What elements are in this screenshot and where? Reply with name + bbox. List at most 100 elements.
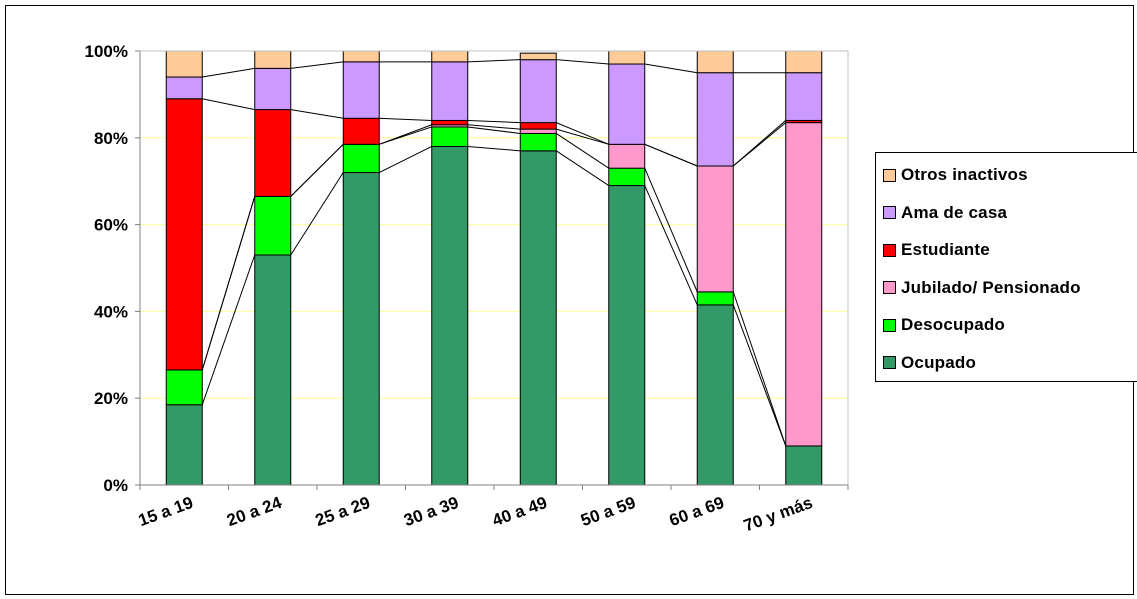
bar-segment [165, 76, 203, 100]
legend-item: Ama de casa [876, 203, 1007, 223]
bar-segment [696, 304, 734, 486]
bar-segment [342, 50, 380, 63]
x-tick-label: 20 a 24 [224, 493, 284, 530]
legend-item: Jubilado/ Pensionado [876, 278, 1081, 298]
bar-segment [785, 72, 823, 121]
series-line [379, 146, 432, 173]
bar-segment [431, 119, 469, 126]
bar-segment [165, 50, 203, 78]
series-line [379, 124, 432, 145]
bar-segment [431, 145, 469, 486]
bar-segment [254, 67, 292, 111]
legend-label: Otros inactivos [901, 165, 1028, 184]
series-line [202, 98, 255, 111]
series-line [290, 172, 344, 256]
x-tick-label: 40 a 49 [490, 493, 550, 530]
bar-segment [608, 167, 646, 187]
x-tick-labels: 15 a 19 20 a 24 25 a 29 30 a 39 40 a 49 50 a … [136, 493, 815, 536]
bar-segment [608, 143, 646, 169]
series-line [556, 59, 609, 65]
series-line [467, 145, 521, 152]
legend-label: Ocupado [901, 352, 977, 372]
legend-item: Desocupado [876, 315, 1005, 335]
bar-segment [254, 109, 292, 197]
legend-item: Ocupado [876, 353, 976, 373]
bar-segment [431, 126, 469, 147]
series-line [555, 133, 610, 169]
bar-segment [342, 117, 380, 145]
bar-segment [785, 50, 823, 74]
series-line [201, 254, 256, 405]
bar-segment [342, 61, 380, 119]
bar-segment [519, 52, 557, 61]
bar-segment [519, 132, 557, 152]
series-line [467, 126, 521, 134]
bar-segment [254, 254, 292, 486]
bar-segment [431, 50, 469, 63]
bar-segment [431, 61, 469, 121]
series-line [290, 143, 344, 197]
bars [165, 50, 823, 486]
series-line [644, 167, 698, 293]
series-line [467, 124, 521, 130]
series-line [201, 196, 256, 371]
legend-label: Desocupado [901, 315, 1006, 334]
legend: Otros inactivos Ama de casa Estudiante Jubi… [875, 152, 1137, 382]
series-line [732, 120, 787, 167]
plot-background [140, 51, 848, 485]
x-tick-label: 70 y más [741, 493, 815, 535]
legend-swatch [883, 281, 896, 294]
series-line [556, 128, 609, 145]
series-line [467, 59, 521, 63]
bar-segment [342, 172, 380, 486]
y-tick-label: 0% [103, 476, 128, 495]
y-tick-labels: 0% 20% 40% 60% 80% 100% [85, 42, 128, 495]
legend-swatch [883, 168, 896, 182]
bar-segment [519, 59, 557, 124]
legend-label: Jubilado/ Pensionado [901, 277, 1081, 297]
series-line [555, 150, 610, 186]
series-line [379, 117, 432, 121]
series-line [644, 63, 698, 74]
bar-segment [608, 185, 646, 486]
bar-segment [519, 150, 557, 486]
legend-label: Estudiante [901, 240, 990, 259]
series-line [732, 304, 787, 447]
bar-segment [696, 165, 734, 293]
bar-segment [165, 369, 203, 406]
plot-area [140, 51, 848, 485]
bar-segment [608, 50, 646, 65]
series-line [290, 61, 344, 69]
y-tick-label: 40% [94, 302, 128, 321]
x-tick-label: 30 a 39 [401, 493, 461, 530]
legend-swatch [883, 356, 896, 369]
bar-segment [254, 50, 292, 69]
bar-segment [165, 404, 203, 486]
series-line [202, 67, 255, 78]
legend-label: Ama de casa [901, 202, 1008, 222]
bar-segment [785, 445, 823, 486]
series-lines [201, 59, 787, 447]
bar-segment [254, 195, 292, 256]
legend-item: Otros inactivos [876, 165, 1028, 185]
bar-segment [342, 143, 380, 174]
bar-segment [165, 98, 203, 371]
axes [135, 50, 849, 490]
series-line [644, 143, 698, 167]
bar-segment [519, 122, 557, 130]
y-tick-label: 100% [85, 42, 128, 61]
y-tick-label: 20% [94, 389, 128, 408]
x-tick-label: 25 a 29 [313, 493, 373, 530]
bar-segment [608, 63, 646, 145]
x-tick-label: 50 a 59 [578, 493, 638, 530]
series-line [467, 119, 521, 124]
x-tick-label: 60 a 69 [667, 493, 727, 530]
bar-segment [696, 72, 734, 167]
bar-segment [519, 128, 557, 134]
legend-swatch [883, 206, 896, 219]
series-line [290, 109, 344, 119]
bar-segment [696, 50, 734, 74]
y-tick-label: 60% [94, 216, 128, 235]
legend-swatch [883, 243, 896, 257]
